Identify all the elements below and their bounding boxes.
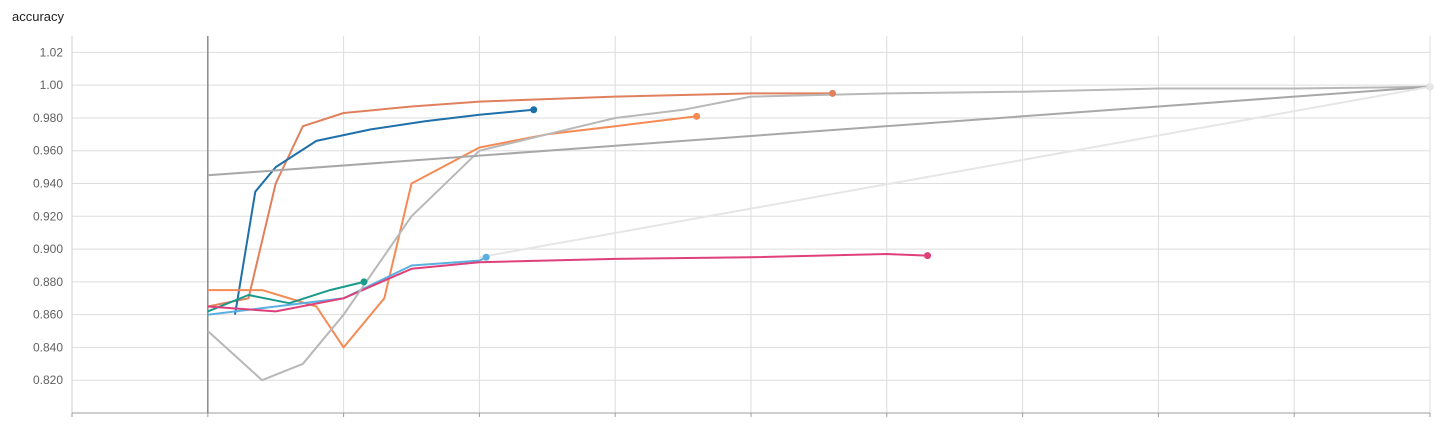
y-tick-label: 0.820: [33, 373, 63, 387]
series-end-marker-0: [828, 89, 836, 97]
series-line-6: [207, 85, 1431, 382]
series-line-8: [479, 85, 1431, 259]
y-tick-label: 0.900: [33, 242, 63, 256]
series-line-0: [207, 92, 833, 308]
series-line-2: [207, 115, 697, 349]
y-tick-label: 1.02: [40, 45, 64, 59]
series-end-marker-4: [482, 253, 490, 261]
y-tick-label: 1.00: [40, 78, 64, 92]
axes: [71, 36, 1430, 414]
y-tick-label: 0.940: [33, 177, 63, 191]
grid-lines: [71, 36, 1431, 417]
chart-title: accuracy: [12, 9, 65, 24]
series-line-3: [207, 280, 365, 313]
series-end-marker-8: [1426, 83, 1434, 91]
series-line-1: [234, 108, 534, 315]
series-line-4: [207, 256, 487, 316]
series-end-marker-2: [693, 112, 701, 120]
y-tick-labels: 0.820 0.840 0.860 0.880 0.900 0.920 0.940 0.960…: [33, 45, 63, 387]
y-tick-label: 0.960: [33, 144, 63, 158]
series-lines: [207, 85, 1431, 382]
y-tick-label: 0.920: [33, 209, 63, 223]
y-tick-label: 0.880: [33, 275, 63, 289]
y-tick-label: 0.840: [33, 340, 63, 354]
series-end-marker-1: [530, 106, 538, 114]
series-end-marker-5: [924, 252, 932, 260]
series-line-7: [207, 85, 1431, 177]
series-line-5: [207, 253, 928, 313]
series-end-markers: [360, 83, 1434, 286]
series-end-marker-3: [360, 278, 368, 286]
y-tick-label: 0.860: [33, 308, 63, 322]
y-tick-label: 0.980: [33, 111, 63, 125]
